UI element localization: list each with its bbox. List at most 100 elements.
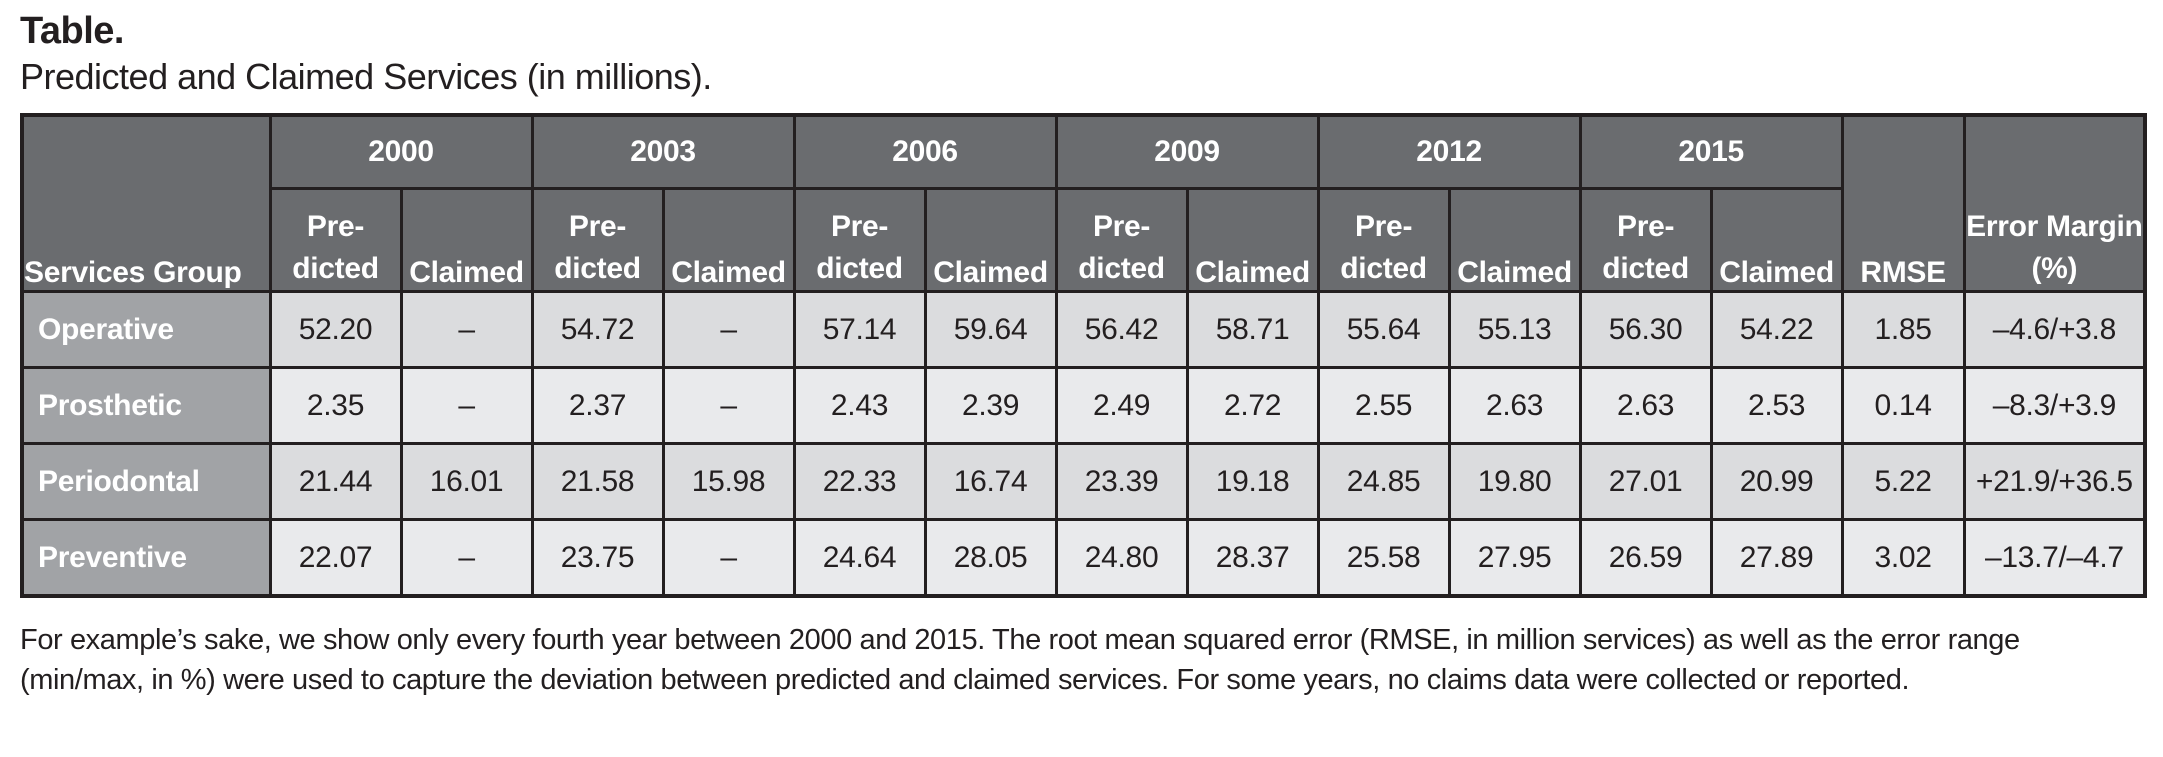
row-label: Preventive <box>20 518 272 598</box>
predicted-header-line1: Pre- <box>306 210 365 243</box>
data-cell: 23.39 <box>1054 442 1189 521</box>
predicted-header: Pre- dicted <box>1578 187 1713 293</box>
predicted-header-line1: Pre- <box>1092 210 1151 243</box>
predicted-header-line2: dicted <box>1078 252 1165 285</box>
data-cell: 56.42 <box>1054 290 1189 369</box>
row-label: Operative <box>20 290 272 369</box>
data-cell: 28.05 <box>923 518 1058 598</box>
data-cell: 20.99 <box>1709 442 1844 521</box>
data-cell: 2.55 <box>1316 366 1451 445</box>
data-cell: 27.01 <box>1578 442 1713 521</box>
data-cell: 56.30 <box>1578 290 1713 369</box>
data-cell: 57.14 <box>792 290 927 369</box>
predicted-header-line2: dicted <box>554 252 641 285</box>
data-cell: 52.20 <box>268 290 403 369</box>
data-cell: 27.95 <box>1447 518 1582 598</box>
row-label: Prosthetic <box>20 366 272 445</box>
table-caption-title: Table. <box>20 10 125 52</box>
claimed-header: Claimed <box>923 187 1058 293</box>
error-margin-cell: –8.3/+3.9 <box>1962 366 2147 445</box>
services-group-header: Services Group <box>20 113 272 293</box>
data-cell: 15.98 <box>661 442 796 521</box>
predicted-header: Pre- dicted <box>1054 187 1189 293</box>
data-cell: 2.35 <box>268 366 403 445</box>
year-header-row: Services Group 2000 2003 2006 2009 2012 … <box>20 113 2147 293</box>
data-cell: – <box>661 290 796 369</box>
claimed-header: Claimed <box>661 187 796 293</box>
error-margin-header-line2: (%) <box>2031 252 2078 285</box>
data-cell: 16.01 <box>399 442 534 521</box>
data-cell: 23.75 <box>530 518 665 598</box>
data-cell: – <box>399 366 534 445</box>
predicted-header-line1: Pre- <box>568 210 627 243</box>
year-header-2003: 2003 <box>530 113 796 190</box>
predicted-header-line2: dicted <box>816 252 903 285</box>
claimed-header: Claimed <box>1185 187 1320 293</box>
rmse-cell: 0.14 <box>1840 366 1966 445</box>
claimed-header: Claimed <box>1447 187 1582 293</box>
table-caption: Table. Predicted and Claimed Services (i… <box>20 8 2143 100</box>
year-header-2000: 2000 <box>268 113 534 190</box>
table-footnote: For example’s sake, we show only every f… <box>20 620 2143 700</box>
table-row-preventive: Preventive 22.07 – 23.75 – 24.64 28.05 2… <box>20 518 2147 598</box>
table-body: Operative 52.20 – 54.72 – 57.14 59.64 56… <box>20 290 2147 598</box>
error-margin-cell: –4.6/+3.8 <box>1962 290 2147 369</box>
error-margin-header: Error Margin (%) <box>1962 113 2147 293</box>
data-cell: 25.58 <box>1316 518 1451 598</box>
data-cell: 24.85 <box>1316 442 1451 521</box>
predicted-header-line1: Pre- <box>830 210 889 243</box>
data-cell: – <box>399 290 534 369</box>
data-cell: 2.63 <box>1447 366 1582 445</box>
data-cell: 2.49 <box>1054 366 1189 445</box>
claimed-header: Claimed <box>399 187 534 293</box>
predicted-header: Pre- dicted <box>268 187 403 293</box>
year-header-2012: 2012 <box>1316 113 1582 190</box>
data-cell: 27.89 <box>1709 518 1844 598</box>
data-cell: 2.39 <box>923 366 1058 445</box>
data-cell: 59.64 <box>923 290 1058 369</box>
data-cell: 16.74 <box>923 442 1058 521</box>
predicted-header: Pre- dicted <box>792 187 927 293</box>
data-cell: 2.43 <box>792 366 927 445</box>
data-cell: 2.53 <box>1709 366 1844 445</box>
table-row-operative: Operative 52.20 – 54.72 – 57.14 59.64 56… <box>20 290 2147 369</box>
footnote-line2: (min/max, in %) were used to capture the… <box>20 664 1910 696</box>
data-cell: 54.22 <box>1709 290 1844 369</box>
rmse-header: RMSE <box>1840 113 1966 293</box>
data-cell: 19.18 <box>1185 442 1320 521</box>
data-cell: 2.37 <box>530 366 665 445</box>
data-cell: 19.80 <box>1447 442 1582 521</box>
data-cell: 28.37 <box>1185 518 1320 598</box>
data-cell: – <box>399 518 534 598</box>
subheader-row: Pre- dicted Claimed Pre- dicted Claimed … <box>22 187 2145 293</box>
predicted-header: Pre- dicted <box>530 187 665 293</box>
data-cell: 21.44 <box>268 442 403 521</box>
error-margin-cell: –13.7/–4.7 <box>1962 518 2147 598</box>
data-cell: – <box>661 366 796 445</box>
table-row-periodontal: Periodontal 21.44 16.01 21.58 15.98 22.3… <box>20 442 2147 521</box>
rmse-cell: 5.22 <box>1840 442 1966 521</box>
predicted-header-line2: dicted <box>1602 252 1689 285</box>
year-header-2009: 2009 <box>1054 113 1320 190</box>
predicted-header: Pre- dicted <box>1316 187 1451 293</box>
data-cell: – <box>661 518 796 598</box>
data-cell: 22.33 <box>792 442 927 521</box>
data-cell: 22.07 <box>268 518 403 598</box>
data-cell: 55.64 <box>1316 290 1451 369</box>
claimed-header: Claimed <box>1709 187 1844 293</box>
table-row-prosthetic: Prosthetic 2.35 – 2.37 – 2.43 2.39 2.49 … <box>20 366 2147 445</box>
data-cell: 21.58 <box>530 442 665 521</box>
error-margin-cell: +21.9/+36.5 <box>1962 442 2147 521</box>
predicted-claimed-services-table: Services Group 2000 2003 2006 2009 2012 … <box>20 113 2148 598</box>
predicted-header-line1: Pre- <box>1354 210 1413 243</box>
page: Table. Predicted and Claimed Services (i… <box>20 8 2148 700</box>
predicted-header-line1: Pre- <box>1616 210 1675 243</box>
rmse-cell: 3.02 <box>1840 518 1966 598</box>
table-caption-subtitle: Predicted and Claimed Services (in milli… <box>20 56 712 97</box>
data-cell: 26.59 <box>1578 518 1713 598</box>
data-cell: 58.71 <box>1185 290 1320 369</box>
error-margin-header-line1: Error Margin <box>1966 210 2143 243</box>
data-cell: 55.13 <box>1447 290 1582 369</box>
data-cell: 2.63 <box>1578 366 1713 445</box>
table-header: Services Group 2000 2003 2006 2009 2012 … <box>20 113 2147 293</box>
